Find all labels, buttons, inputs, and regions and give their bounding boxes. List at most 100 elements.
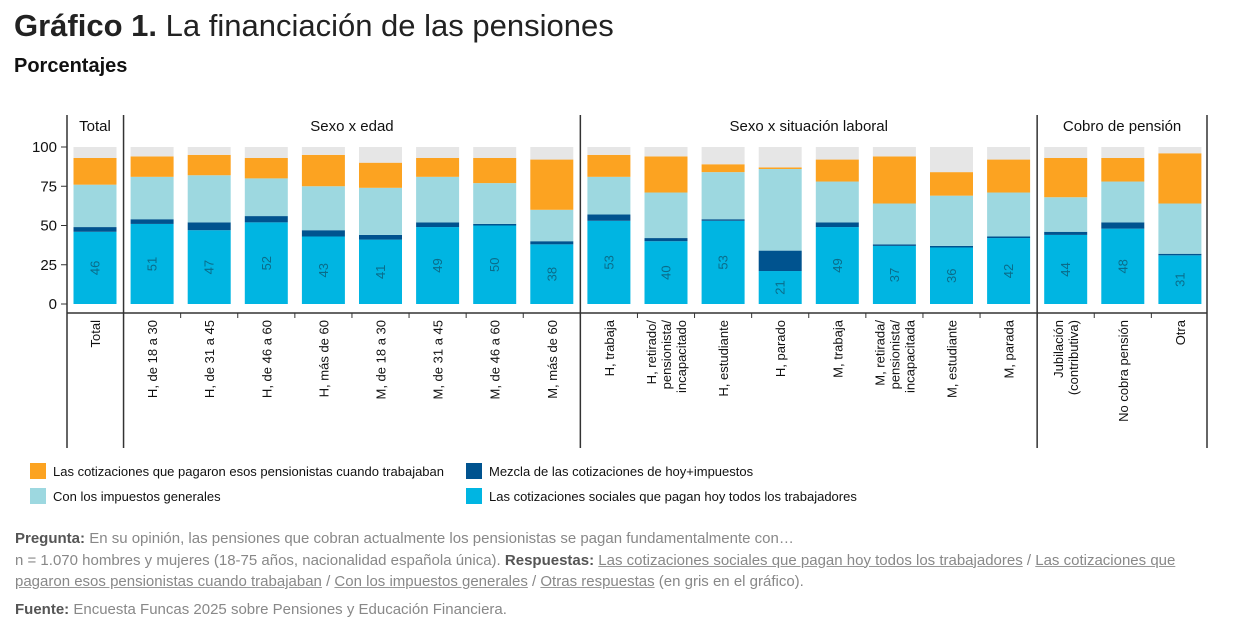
bar-segment xyxy=(530,147,574,160)
legend-swatch xyxy=(30,488,46,504)
bar-segment xyxy=(130,223,174,304)
bar-segment xyxy=(701,147,745,165)
category-label: M, de 31 a 45 xyxy=(431,320,446,400)
data-label: 37 xyxy=(887,268,902,282)
category-label: incapacitada xyxy=(902,319,917,393)
data-label: 44 xyxy=(1058,262,1073,276)
bar-segment xyxy=(930,147,973,173)
bar-segment xyxy=(1101,222,1145,229)
bar-segment xyxy=(987,147,1031,160)
bar-segment xyxy=(530,241,574,245)
data-label: 52 xyxy=(259,256,274,270)
bar-segment xyxy=(244,147,288,158)
bar-segment xyxy=(187,222,231,231)
bar-segment xyxy=(587,214,631,221)
bar-segment xyxy=(359,162,402,188)
y-tick-label: 50 xyxy=(40,218,57,235)
bar-segment xyxy=(530,244,574,304)
bar-segment xyxy=(416,227,460,304)
group-label: Sexo x situación laboral xyxy=(730,118,888,135)
category-label: Otra xyxy=(1173,319,1188,345)
question-text: En su opinión, las pensiones que cobran … xyxy=(89,530,794,547)
bar-segment xyxy=(815,181,859,223)
data-label: 49 xyxy=(430,258,445,272)
data-label: 46 xyxy=(88,261,103,275)
bar-segment xyxy=(359,147,402,163)
separator: / xyxy=(532,573,537,590)
bar-segment xyxy=(301,186,345,231)
bar-segment xyxy=(130,176,174,220)
bar-segment xyxy=(644,238,688,242)
data-label: 38 xyxy=(544,267,559,281)
category-label: M, retirada/ xyxy=(872,320,887,386)
legend-label: Con los impuestos generales xyxy=(53,488,221,504)
bar-segment xyxy=(587,176,631,215)
bar-segment xyxy=(1044,234,1088,304)
bar-segment xyxy=(701,220,745,304)
data-label: 49 xyxy=(830,258,845,272)
bar-segment xyxy=(587,154,631,177)
bar-segment xyxy=(1101,181,1145,223)
bar-segment xyxy=(1044,157,1088,198)
bar-segment xyxy=(187,175,231,223)
bar-segment xyxy=(872,203,916,245)
group-label: Sexo x edad xyxy=(310,118,393,135)
bar-segment xyxy=(758,147,802,168)
bar-segment xyxy=(359,239,402,304)
data-label: 43 xyxy=(316,263,331,277)
legend-item-orange: Las cotizaciones que pagaron esos pensio… xyxy=(30,463,444,479)
category-label: H, parado xyxy=(773,320,788,377)
question-note: Pregunta: En su opinión, las pensiones q… xyxy=(15,528,1215,550)
category-label: H, de 31 a 45 xyxy=(202,320,217,398)
bar-segment xyxy=(416,147,460,158)
bar-segment xyxy=(1044,231,1088,235)
category-label: No cobra pensión xyxy=(1116,320,1131,422)
bar-segment xyxy=(130,147,174,157)
bar-segment xyxy=(130,156,174,177)
legend-label: Las cotizaciones que pagaron esos pensio… xyxy=(53,463,444,479)
bar-segment xyxy=(1158,203,1202,254)
data-label: 47 xyxy=(202,260,217,274)
bar-segment xyxy=(473,223,517,226)
category-label: pensionista/ xyxy=(887,320,902,390)
bar-segment xyxy=(244,216,288,223)
bar-segment xyxy=(930,245,973,248)
bar-segment xyxy=(530,209,574,242)
bar-segment xyxy=(758,271,802,304)
bar-segment xyxy=(359,187,402,235)
answer-1: Las cotizaciones sociales que pagan hoy … xyxy=(598,551,1023,569)
category-label: H, retirado/ xyxy=(644,320,659,385)
chart-subtitle: Porcentajes xyxy=(14,55,128,77)
y-tick-label: 0 xyxy=(49,296,57,313)
note-label: Pregunta: xyxy=(15,530,86,547)
bar-segment xyxy=(244,222,288,304)
notes: Pregunta: En su opinión, las pensiones q… xyxy=(15,528,1215,620)
bar-segment xyxy=(644,192,688,239)
data-label: 41 xyxy=(373,265,388,279)
bar-segment xyxy=(244,157,288,179)
bar-segment xyxy=(187,147,231,155)
category-label: H, de 46 a 60 xyxy=(259,320,274,398)
title-text: La financiación de las pensiones xyxy=(165,8,614,43)
category-label: Total xyxy=(88,320,103,348)
legend-item-cyan: Las cotizaciones sociales que pagan hoy … xyxy=(466,488,857,504)
bar-segment xyxy=(701,219,745,221)
bar-segment xyxy=(73,184,117,228)
bar-segment xyxy=(530,159,574,210)
bar-segment xyxy=(930,247,973,304)
category-label: M, más de 60 xyxy=(545,320,560,399)
category-label: M, de 18 a 30 xyxy=(374,320,389,400)
bar-segment xyxy=(815,147,859,160)
bar-segment xyxy=(73,231,117,304)
bar-segment xyxy=(473,147,517,158)
y-tick-label: 75 xyxy=(40,178,57,195)
answer-3: Con los impuestos generales xyxy=(334,573,528,590)
bar-segment xyxy=(1044,197,1088,232)
bar-segment xyxy=(1101,228,1145,304)
bar-segment xyxy=(930,172,973,196)
bar-segment xyxy=(872,156,916,204)
bar-segment xyxy=(416,157,460,177)
data-label: 53 xyxy=(601,255,616,269)
legend-swatch xyxy=(30,463,46,479)
category-label: Jubilación xyxy=(1051,320,1066,378)
